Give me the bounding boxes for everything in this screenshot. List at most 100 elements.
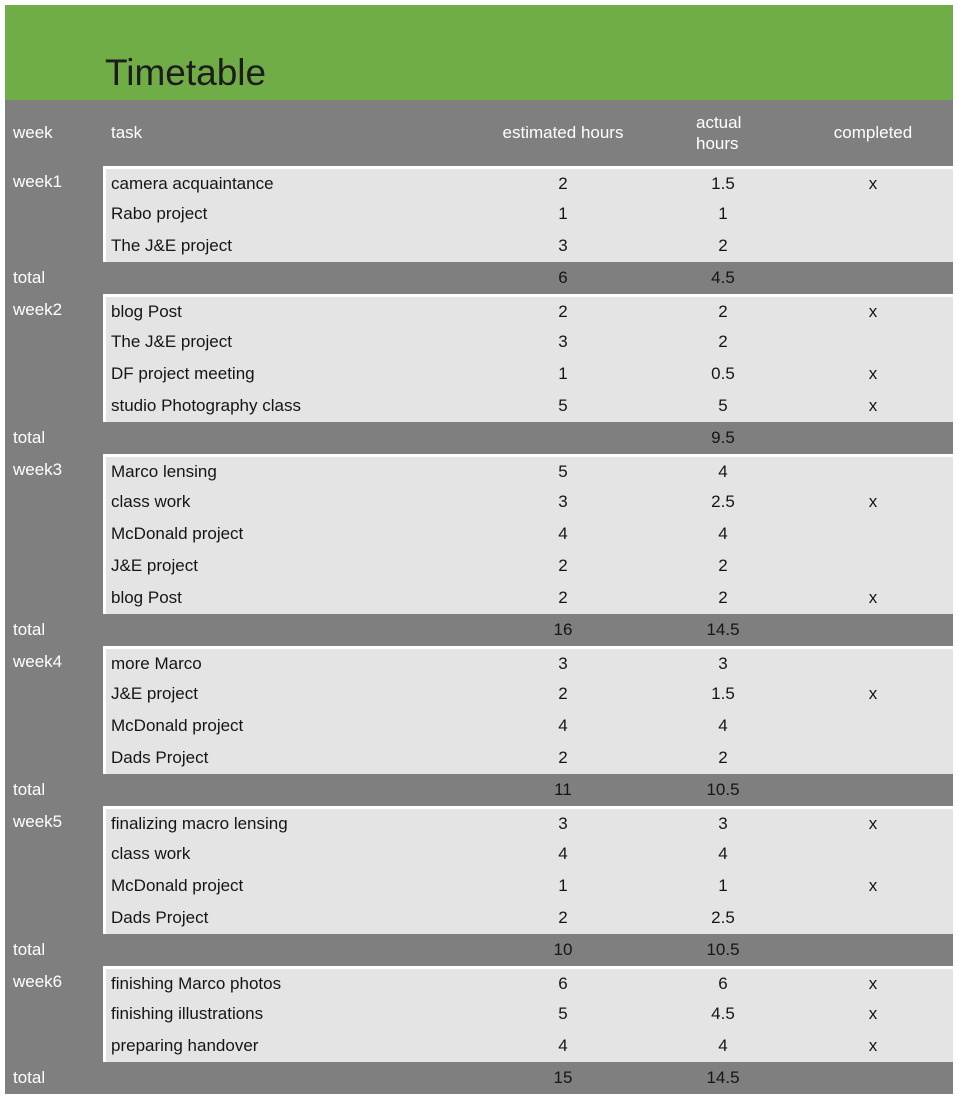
total-estimated-hours: 6: [558, 268, 568, 287]
task-block: Marco lensing 5 4 class work 3 2.5 x McD…: [103, 454, 953, 614]
total-row: total 16 14.5: [5, 614, 953, 646]
task-actual-hours: 4: [718, 716, 728, 735]
task-actual-hours: 2: [718, 748, 728, 767]
task-completed-mark: x: [868, 588, 878, 607]
task-completed-mark: x: [868, 876, 878, 895]
task-name: Marco lensing: [111, 461, 217, 481]
task-completed-mark: x: [868, 301, 878, 321]
header-completed: completed: [833, 123, 913, 142]
task-name: Dads Project: [111, 908, 209, 927]
task-estimated-hours: 3: [558, 813, 568, 833]
task-name: The J&E project: [111, 236, 232, 255]
total-label: total: [13, 268, 46, 287]
task-actual-hours: 1.5: [711, 684, 735, 703]
task-name: finishing illustrations: [111, 1004, 264, 1023]
task-row: finalizing macro lensing 3 3 x: [106, 809, 953, 838]
task-name: J&E project: [111, 556, 198, 575]
task-row: The J&E project 3 2: [106, 230, 953, 262]
week-label: week1: [13, 172, 63, 191]
task-estimated-hours: 3: [558, 236, 568, 255]
task-estimated-hours: 1: [558, 204, 568, 223]
task-name: preparing handover: [111, 1036, 259, 1055]
task-row: blog Post 2 2 x: [106, 582, 953, 614]
task-row: Rabo project 1 1: [106, 198, 953, 230]
task-estimated-hours: 4: [558, 844, 568, 863]
task-name: studio Photography class: [111, 396, 301, 415]
week-section: week1 camera acquaintance 2 1.5 x Rabo p…: [5, 166, 953, 262]
title-banner: Timetable: [5, 5, 953, 100]
task-row: McDonald project 4 4: [106, 518, 953, 550]
task-name: more Marco: [111, 653, 202, 673]
task-row: The J&E project 3 2: [106, 326, 953, 358]
task-row: DF project meeting 1 0.5 x: [106, 358, 953, 390]
task-estimated-hours: 5: [558, 461, 568, 481]
task-actual-hours: 2: [718, 236, 728, 255]
task-actual-hours: 3: [718, 653, 728, 673]
total-label: total: [13, 940, 46, 959]
total-label: total: [13, 780, 46, 799]
header-task: task: [111, 123, 143, 142]
task-actual-hours: 0.5: [711, 364, 735, 383]
task-estimated-hours: 2: [558, 908, 568, 927]
total-label: total: [13, 620, 46, 639]
task-name: blog Post: [111, 588, 182, 607]
task-estimated-hours: 4: [558, 716, 568, 735]
task-estimated-hours: 1: [558, 364, 568, 383]
total-estimated-hours: 15: [553, 1068, 573, 1087]
task-actual-hours: 2: [718, 332, 728, 351]
task-actual-hours: 4: [718, 1036, 728, 1055]
task-actual-hours: 3: [718, 813, 728, 833]
task-actual-hours: 1.5: [711, 173, 735, 193]
task-completed-mark: x: [868, 973, 878, 993]
total-row: total 9.5: [5, 422, 953, 454]
week-label: week5: [13, 812, 63, 831]
total-estimated-hours: 16: [553, 620, 573, 639]
total-row: total 11 10.5: [5, 774, 953, 806]
task-actual-hours: 2.5: [711, 492, 735, 511]
timetable-page: Timetable week task estimated hours actu…: [5, 5, 953, 1094]
total-row: total 6 4.5: [5, 262, 953, 294]
task-estimated-hours: 2: [558, 173, 568, 193]
task-estimated-hours: 2: [558, 684, 568, 703]
task-estimated-hours: 3: [558, 492, 568, 511]
total-estimated-hours: 11: [554, 780, 572, 799]
task-row: McDonald project 1 1 x: [106, 870, 953, 902]
header-actual: actual hours: [653, 112, 793, 155]
task-estimated-hours: 4: [558, 524, 568, 543]
task-name: McDonald project: [111, 524, 244, 543]
task-row: Marco lensing 5 4: [106, 457, 953, 486]
week-label: week2: [13, 300, 63, 319]
task-actual-hours: 2: [718, 556, 728, 575]
task-estimated-hours: 5: [558, 1004, 568, 1023]
task-actual-hours: 4: [718, 844, 728, 863]
task-row: finishing Marco photos 6 6 x: [106, 969, 953, 998]
total-actual-hours: 9.5: [711, 428, 735, 447]
total-actual-hours: 10.5: [706, 940, 740, 959]
task-completed-mark: x: [868, 1036, 878, 1055]
total-row: total 15 14.5: [5, 1062, 953, 1094]
task-name: finishing Marco photos: [111, 973, 282, 993]
total-label: total: [13, 1068, 46, 1087]
task-name: Rabo project: [111, 204, 208, 223]
task-estimated-hours: 2: [558, 556, 568, 575]
task-completed-mark: x: [868, 813, 878, 833]
task-actual-hours: 2.5: [711, 908, 735, 927]
task-estimated-hours: 5: [558, 396, 568, 415]
total-actual-hours: 4.5: [711, 268, 735, 287]
task-actual-hours: 4: [718, 524, 728, 543]
task-name: class work: [111, 844, 191, 863]
week-label: week3: [13, 460, 63, 479]
task-actual-hours: 2: [718, 301, 728, 321]
task-estimated-hours: 3: [558, 653, 568, 673]
task-row: more Marco 3 3: [106, 649, 953, 678]
task-name: DF project meeting: [111, 364, 255, 383]
task-completed-mark: x: [868, 173, 878, 193]
task-block: blog Post 2 2 x The J&E project 3 2 DF p…: [103, 294, 953, 422]
task-row: Dads Project 2 2.5: [106, 902, 953, 934]
total-actual-hours: 10.5: [706, 780, 740, 799]
task-row: McDonald project 4 4: [106, 710, 953, 742]
task-completed-mark: x: [868, 396, 878, 415]
week-section: week5 finalizing macro lensing 3 3 x cla…: [5, 806, 953, 934]
task-row: camera acquaintance 2 1.5 x: [106, 169, 953, 198]
task-row: Dads Project 2 2: [106, 742, 953, 774]
